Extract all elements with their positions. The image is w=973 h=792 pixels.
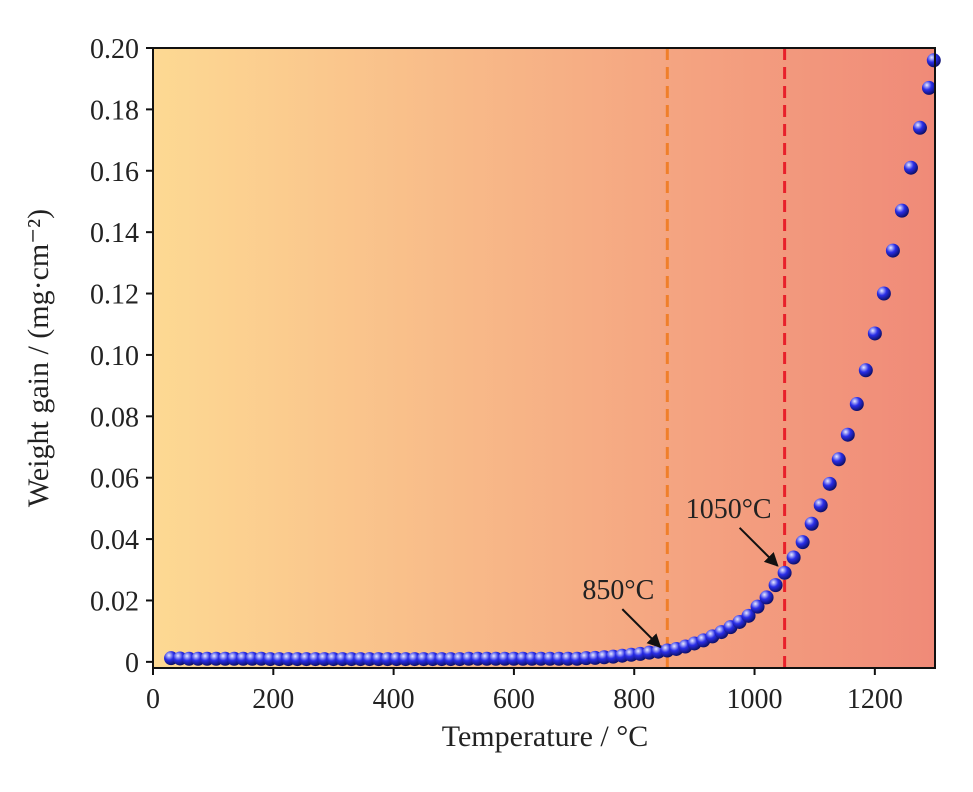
data-point [849,397,864,412]
y-tick-label: 0.10 [90,341,139,372]
data-point [795,535,810,550]
y-tick-label: 0.04 [90,525,139,556]
x-tick-label: 200 [252,684,294,715]
data-point [777,565,792,580]
data-point [813,498,828,513]
y-tick-label: 0.02 [90,586,139,617]
data-point [867,326,882,341]
data-point [804,516,819,531]
data-point [876,286,891,301]
data-point [903,160,918,175]
data-point [926,53,941,68]
data-point [831,452,846,467]
annotation-arrow [621,608,662,649]
data-point [840,427,855,442]
data-point [858,363,873,378]
y-tick-label: 0.20 [90,34,139,65]
y-tick-label: 0.06 [90,464,139,495]
annotation: 1050°C [686,494,772,525]
annotation-arrow [738,527,779,567]
x-tick-label: 800 [613,684,655,715]
plot-background [153,48,935,668]
y-tick-label: 0 [125,648,139,679]
x-tick-label: 600 [493,684,535,715]
y-tick-label: 0.18 [90,95,139,126]
plot-frame [152,47,936,669]
data-point [921,80,936,95]
data-point [885,243,900,258]
data-point [750,599,765,614]
x-tick-label: 1200 [847,684,903,715]
y-tick-label: 0.08 [90,402,139,433]
data-point [759,590,774,605]
x-tick-label: 400 [373,684,415,715]
y-tick-label: 0.16 [90,157,139,188]
x-axis-label: Temperature / °C [442,720,648,753]
y-tick-label: 0.14 [90,218,139,249]
data-point [894,203,909,218]
data-point [912,120,927,135]
data-point [741,608,756,623]
x-tick-label: 1000 [727,684,783,715]
y-axis-label: Weight gain / (mg·cm⁻²) [22,209,55,507]
annotation: 850°C [582,575,654,606]
data-point [822,476,837,491]
data-point [786,550,801,565]
y-tick-label: 0.12 [90,280,139,311]
data-point [768,578,783,593]
x-tick-label: 0 [146,684,160,715]
